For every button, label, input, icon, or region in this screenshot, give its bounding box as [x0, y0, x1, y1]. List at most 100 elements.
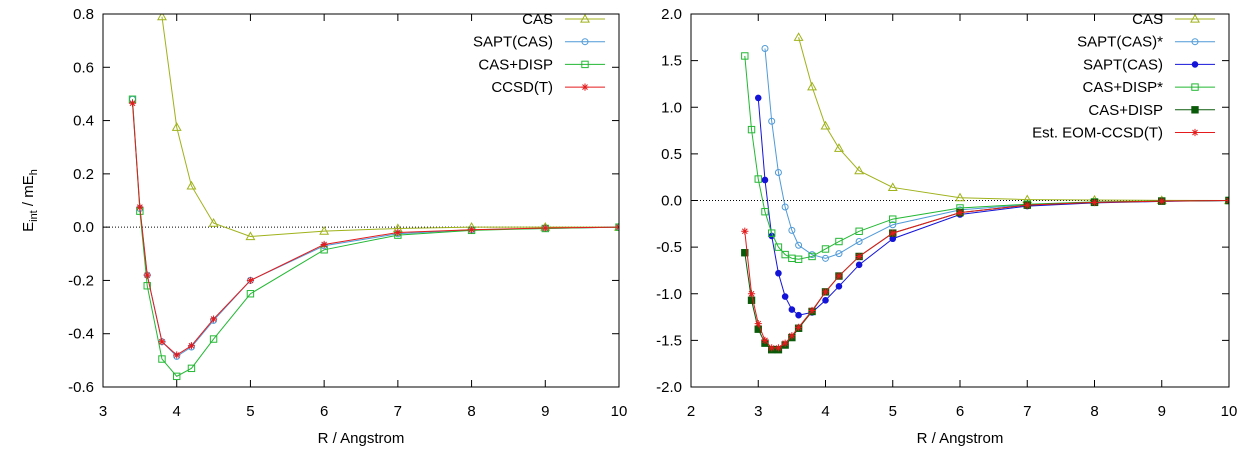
marker	[781, 203, 789, 211]
marker	[186, 180, 197, 190]
y-tick-label: 0.8	[73, 6, 94, 23]
legend-label: SAPT(CAS)*	[1077, 34, 1163, 51]
x-tick-label: 9	[1158, 403, 1166, 420]
marker	[580, 13, 590, 23]
marker	[136, 203, 144, 211]
legend-label: Est. EOM-CCSD(T)	[1032, 125, 1163, 142]
y-tick-label: 0.6	[73, 59, 94, 76]
marker	[1191, 128, 1199, 137]
marker	[1023, 201, 1031, 209]
marker	[754, 94, 762, 102]
y-tick-label: 0.2	[73, 166, 94, 183]
series-group	[128, 14, 619, 381]
marker	[143, 282, 151, 290]
marker	[741, 52, 749, 60]
x-tick-label: 5	[889, 403, 897, 420]
marker	[795, 241, 803, 249]
frame	[690, 13, 1230, 388]
legend-label: CAS+DISP	[478, 56, 553, 73]
marker	[788, 226, 796, 234]
y-tick-label: -1.0	[656, 286, 682, 303]
marker	[781, 250, 789, 259]
series-line	[744, 200, 1229, 349]
marker	[887, 182, 898, 192]
marker	[143, 271, 151, 279]
marker	[889, 229, 897, 237]
marker	[795, 323, 803, 331]
y-tick-label: 1.5	[661, 53, 682, 70]
x-tick-label: 7	[394, 403, 402, 420]
marker	[1191, 83, 1199, 91]
marker	[835, 272, 843, 280]
marker	[209, 315, 218, 323]
subscript: int	[28, 210, 40, 222]
y-tick-label: -1.5	[656, 332, 682, 349]
marker	[761, 207, 769, 216]
marker	[956, 209, 964, 217]
y-tick-label: -0.6	[68, 379, 94, 396]
marker	[768, 344, 776, 352]
marker	[781, 293, 789, 300]
marker	[157, 14, 167, 21]
marker	[158, 355, 166, 363]
marker	[822, 296, 829, 304]
legend-label: SAPT(CAS)	[473, 34, 553, 51]
marker	[128, 99, 137, 107]
x-tick-label: 10	[1221, 403, 1238, 420]
y-tick-label: -0.4	[68, 326, 94, 343]
marker	[761, 336, 769, 344]
marker	[835, 282, 843, 290]
marker	[209, 335, 218, 343]
x-tick-label: 3	[99, 403, 107, 420]
y-axis-label: Eint / mEh	[20, 169, 40, 232]
marker	[808, 252, 816, 261]
marker	[171, 122, 182, 131]
marker	[835, 237, 843, 246]
y-tick-label: -2.0	[656, 379, 682, 396]
marker	[793, 32, 804, 41]
x-tick-label: 3	[754, 403, 762, 420]
marker	[774, 243, 783, 251]
x-axis-label: R / Angstrom	[318, 430, 405, 447]
marker	[208, 218, 219, 227]
marker	[833, 143, 844, 152]
series-line	[161, 16, 619, 237]
x-tick-label: 5	[246, 403, 254, 420]
x-tick-label: 6	[956, 403, 964, 420]
marker	[394, 228, 402, 237]
y-tick-label: 0.0	[73, 219, 94, 236]
marker	[795, 311, 802, 319]
marker	[158, 338, 166, 346]
marker	[187, 342, 196, 350]
y-tick-label: -0.5	[656, 239, 682, 256]
marker	[788, 306, 796, 313]
marker	[754, 319, 762, 328]
marker	[821, 245, 830, 253]
marker	[807, 81, 818, 91]
x-tick-label: 6	[320, 403, 328, 420]
marker	[854, 165, 865, 175]
marker	[955, 192, 965, 202]
marker	[747, 290, 756, 298]
marker	[855, 261, 863, 269]
marker	[467, 226, 476, 234]
marker	[855, 238, 863, 246]
legend-label: CAS+DISP	[1088, 102, 1163, 119]
marker	[820, 120, 831, 130]
series-line	[744, 200, 1229, 351]
marker	[741, 249, 749, 257]
y-tick-label: -0.2	[68, 272, 94, 289]
marker	[187, 364, 196, 373]
marker	[245, 231, 256, 241]
marker	[1090, 198, 1099, 206]
marker	[788, 332, 796, 340]
y-tick-label: 2.0	[661, 6, 682, 23]
marker	[889, 221, 897, 229]
marker	[1190, 13, 1200, 23]
marker	[541, 224, 549, 232]
marker	[768, 117, 776, 125]
marker	[319, 226, 330, 235]
marker	[320, 240, 328, 249]
x-tick-label: 4	[821, 403, 829, 420]
